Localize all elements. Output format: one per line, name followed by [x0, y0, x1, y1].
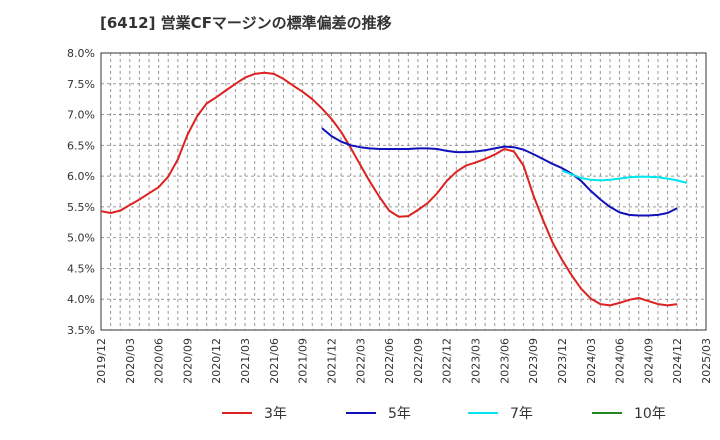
- chart-title: [6412] 営業CFマージンの標準偏差の推移: [100, 14, 392, 32]
- y-tick-label: 3.5%: [67, 324, 95, 337]
- legend-label: 3年: [264, 406, 287, 422]
- y-tick-label: 6.0%: [67, 170, 95, 183]
- x-tick-label: 2025/03: [700, 338, 713, 384]
- x-tick-label: 2024/03: [585, 338, 598, 384]
- legend-label: 7年: [510, 406, 533, 422]
- series-line: [561, 169, 688, 184]
- x-tick-label: 2022/03: [354, 338, 367, 384]
- y-tick-label: 7.0%: [67, 109, 95, 122]
- x-tick-label: 2021/12: [325, 338, 338, 384]
- plot-border: [100, 52, 707, 331]
- x-tick-label: 2023/03: [470, 338, 483, 384]
- x-tick-label: 2022/06: [383, 338, 396, 384]
- x-tick-label: 2020/09: [181, 338, 194, 384]
- legend-label: 5年: [388, 406, 411, 422]
- x-tick-label: 2023/09: [527, 338, 540, 384]
- x-tick-label: 2023/12: [556, 338, 569, 384]
- y-tick-label: 5.0%: [67, 232, 95, 245]
- legend-label: 10年: [634, 406, 666, 422]
- x-tick-label: 2024/12: [671, 338, 684, 384]
- y-tick-label: 6.5%: [67, 139, 95, 152]
- y-tick-label: 7.5%: [67, 78, 95, 91]
- series-line: [321, 127, 678, 217]
- y-tick-label: 5.5%: [67, 201, 95, 214]
- plot-area: [101, 53, 706, 330]
- x-tick-label: 2023/06: [498, 338, 511, 384]
- y-tick-label: 8.0%: [67, 47, 95, 60]
- x-tick-label: 2022/09: [412, 338, 425, 384]
- x-tick-label: 2024/09: [642, 338, 655, 384]
- series-line: [100, 71, 678, 307]
- x-tick-label: 2021/06: [268, 338, 281, 384]
- x-tick-label: 2019/12: [95, 338, 108, 384]
- y-tick-label: 4.0%: [67, 293, 95, 306]
- x-tick-label: 2020/12: [210, 338, 223, 384]
- x-tick-label: 2022/12: [441, 338, 454, 384]
- x-tick-label: 2020/03: [124, 338, 137, 384]
- x-tick-label: 2021/09: [297, 338, 310, 384]
- y-tick-label: 4.5%: [67, 262, 95, 275]
- x-tick-label: 2024/06: [614, 338, 627, 384]
- x-tick-label: 2021/03: [239, 338, 252, 384]
- x-tick-label: 2020/06: [153, 338, 166, 384]
